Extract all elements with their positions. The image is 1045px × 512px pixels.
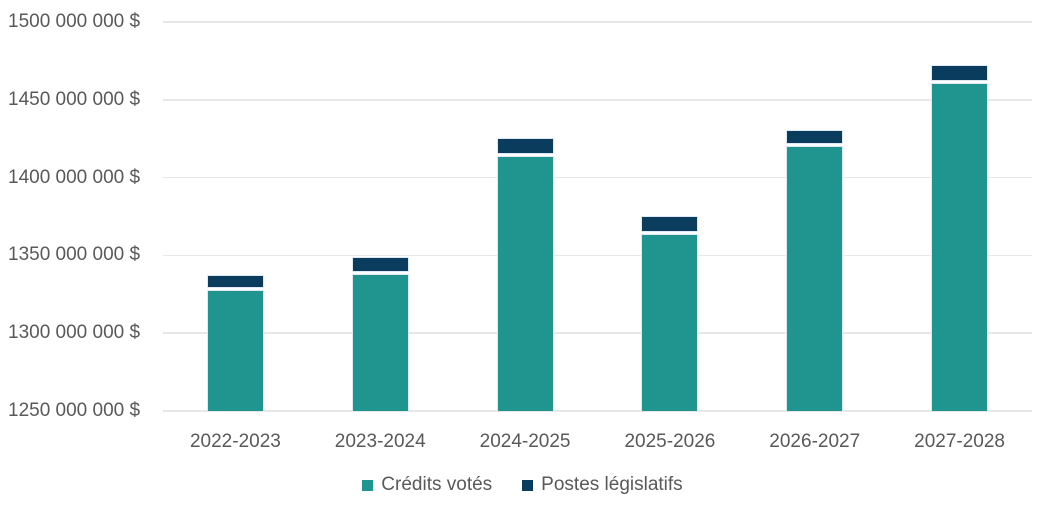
x-tick-label: 2023-2024 xyxy=(334,431,426,452)
y-tick-label: 1300 000 000 $ xyxy=(8,322,141,344)
legend-label-postes-legislatifs: Postes législatifs xyxy=(541,474,683,495)
x-tick-label: 2024-2025 xyxy=(479,431,571,452)
bar-segment-postes-legislatifs xyxy=(786,130,844,145)
bar-segment-postes-legislatifs xyxy=(206,275,264,288)
x-tick-label: 2026-2027 xyxy=(769,431,861,452)
x-tick-label: 2025-2026 xyxy=(624,431,716,452)
y-tick-label: 1400 000 000 $ xyxy=(8,166,141,188)
bar-segment-credits-votes xyxy=(351,274,409,411)
gridline xyxy=(163,99,1032,101)
gridline xyxy=(163,254,1032,257)
bar-segment-postes-legislatifs xyxy=(931,65,989,81)
bar-segment-credits-votes xyxy=(496,155,554,411)
y-tick-label: 1450 000 000 $ xyxy=(8,88,141,110)
legend: Crédits votés Postes législatifs xyxy=(0,471,1045,499)
legend-item-credits-votes: Crédits votés xyxy=(362,474,492,496)
gridline xyxy=(163,21,1032,23)
legend-item-postes-legislatifs: Postes législatifs xyxy=(522,474,683,496)
x-tick-label: 2027-2028 xyxy=(914,431,1005,452)
legend-swatch-credits-votes xyxy=(362,479,374,491)
gridline xyxy=(163,410,1032,412)
bar-segment-credits-votes xyxy=(786,146,844,411)
y-tick-label: 1350 000 000 $ xyxy=(8,244,141,266)
x-tick-label: 2022-2023 xyxy=(189,431,281,452)
bar-segment-postes-legislatifs xyxy=(641,216,699,232)
legend-label-credits-votes: Crédits votés xyxy=(381,474,493,495)
bar-segment-postes-legislatifs xyxy=(351,256,409,273)
bar-segment-credits-votes xyxy=(931,82,989,411)
y-tick-label: 1250 000 000 $ xyxy=(8,400,141,421)
gridline xyxy=(163,176,1032,179)
y-tick-label: 1500 000 000 $ xyxy=(8,11,141,32)
bar-segment-postes-legislatifs xyxy=(496,138,554,154)
bar-segment-credits-votes xyxy=(206,289,264,411)
legend-swatch-postes-legislatifs xyxy=(522,479,534,491)
gridline xyxy=(163,332,1032,334)
bar-segment-credits-votes xyxy=(641,233,699,411)
